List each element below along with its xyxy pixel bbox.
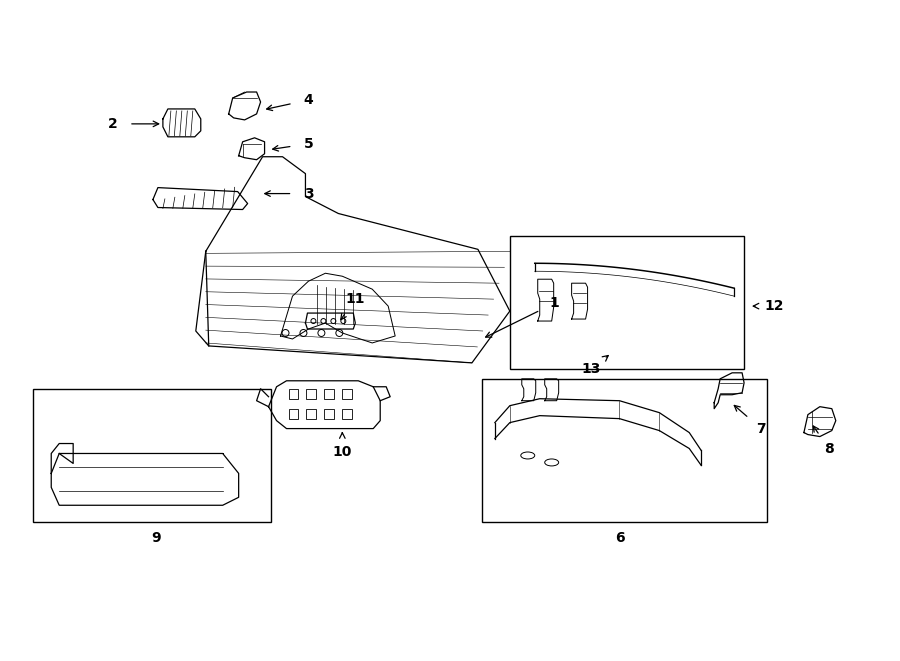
Text: 11: 11 [346,292,365,306]
Bar [324,389,335,399]
Bar [342,389,352,399]
Text: 9: 9 [151,531,161,545]
Text: 7: 7 [756,422,766,436]
Bar [482,379,767,522]
Text: 8: 8 [824,442,833,455]
Bar [289,408,299,418]
Text: 2: 2 [108,117,118,131]
Bar [306,408,317,418]
Bar [324,408,335,418]
Text: 1: 1 [550,296,560,310]
Text: 10: 10 [333,446,352,459]
Text: 3: 3 [303,186,313,200]
Bar [33,389,271,522]
Bar [509,237,744,369]
Text: 12: 12 [764,299,784,313]
Text: 13: 13 [582,362,601,376]
Bar [306,389,317,399]
Text: 5: 5 [303,137,313,151]
Bar [342,408,352,418]
Text: 4: 4 [303,93,313,107]
Text: 6: 6 [615,531,625,545]
Bar [289,389,299,399]
